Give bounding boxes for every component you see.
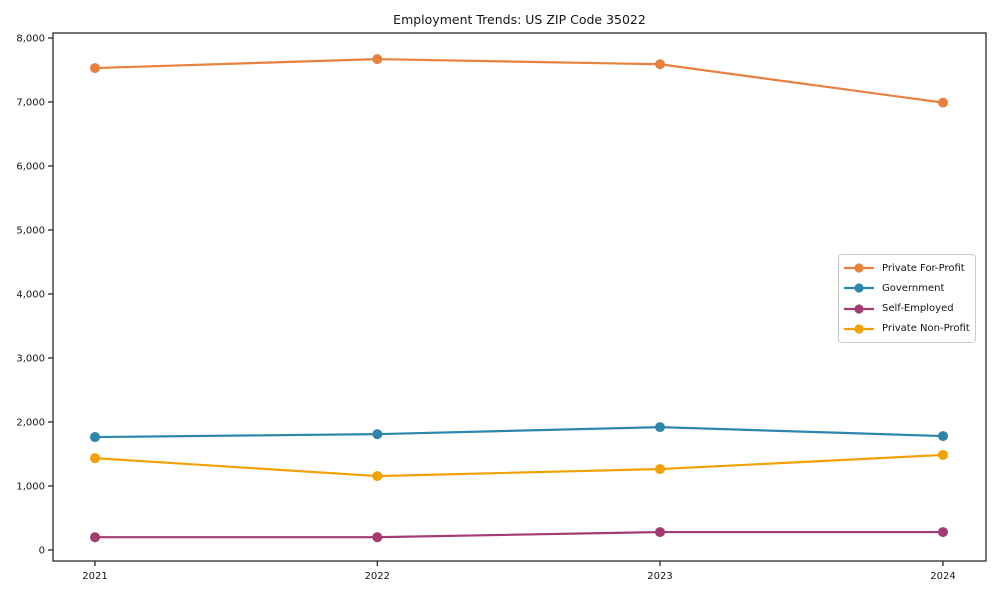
series-line [93, 530, 945, 539]
x-tick-label: 2024 [930, 571, 955, 582]
legend-marker-dot [854, 263, 864, 273]
legend-marker-dot [854, 304, 864, 314]
data-point [938, 449, 948, 460]
data-point [372, 471, 383, 482]
x-tick-label: 2022 [365, 571, 390, 582]
data-point [938, 97, 948, 108]
legend-item: Self-Employed [844, 299, 971, 319]
y-tick-label: 2,000 [16, 418, 45, 429]
x-tick-label: 2021 [82, 571, 107, 582]
legend-marker-icon [844, 324, 874, 334]
y-tick-label: 6,000 [16, 162, 45, 173]
data-point [655, 422, 665, 433]
y-tick-label: 5,000 [16, 226, 45, 237]
legend-item: Private For-Profit [844, 258, 971, 278]
data-point [655, 464, 665, 475]
data-point [372, 54, 383, 65]
x-tick-label: 2023 [647, 571, 672, 582]
data-point [90, 432, 100, 443]
data-point [90, 532, 100, 543]
legend-item-label: Private For-Profit [882, 262, 965, 274]
y-tick-label: 4,000 [16, 290, 45, 301]
series-line [93, 58, 945, 104]
y-tick-label: 8,000 [16, 34, 45, 45]
data-point [655, 59, 665, 70]
legend-marker-icon [844, 283, 874, 293]
legend-marker-icon [844, 304, 874, 314]
chart-title: Employment Trends: US ZIP Code 35022 [393, 12, 646, 27]
data-point [938, 431, 948, 442]
y-tick-label: 0 [39, 546, 45, 557]
legend-marker-dot [854, 324, 864, 334]
legend-item: Private Non-Profit [844, 319, 971, 339]
legend-marker-icon [844, 263, 874, 273]
data-point [372, 429, 383, 440]
data-point [938, 527, 948, 538]
legend: Private For-Profit Government Self-Employe… [838, 254, 976, 343]
y-tick-label: 7,000 [16, 98, 45, 109]
axes-spines [52, 32, 987, 562]
legend-marker-dot [854, 283, 864, 293]
data-point [372, 532, 383, 543]
legend-item-label: Government [882, 282, 945, 294]
series-line [93, 426, 945, 439]
legend-item-label: Private Non-Profit [882, 323, 970, 335]
data-point [655, 527, 665, 538]
data-point [90, 63, 100, 74]
legend-item: Government [844, 278, 971, 298]
data-point [90, 453, 100, 464]
series-line [93, 453, 945, 478]
legend-item-label: Self-Employed [882, 303, 954, 315]
y-tick-label: 1,000 [16, 482, 45, 493]
y-tick-label: 3,000 [16, 354, 45, 365]
